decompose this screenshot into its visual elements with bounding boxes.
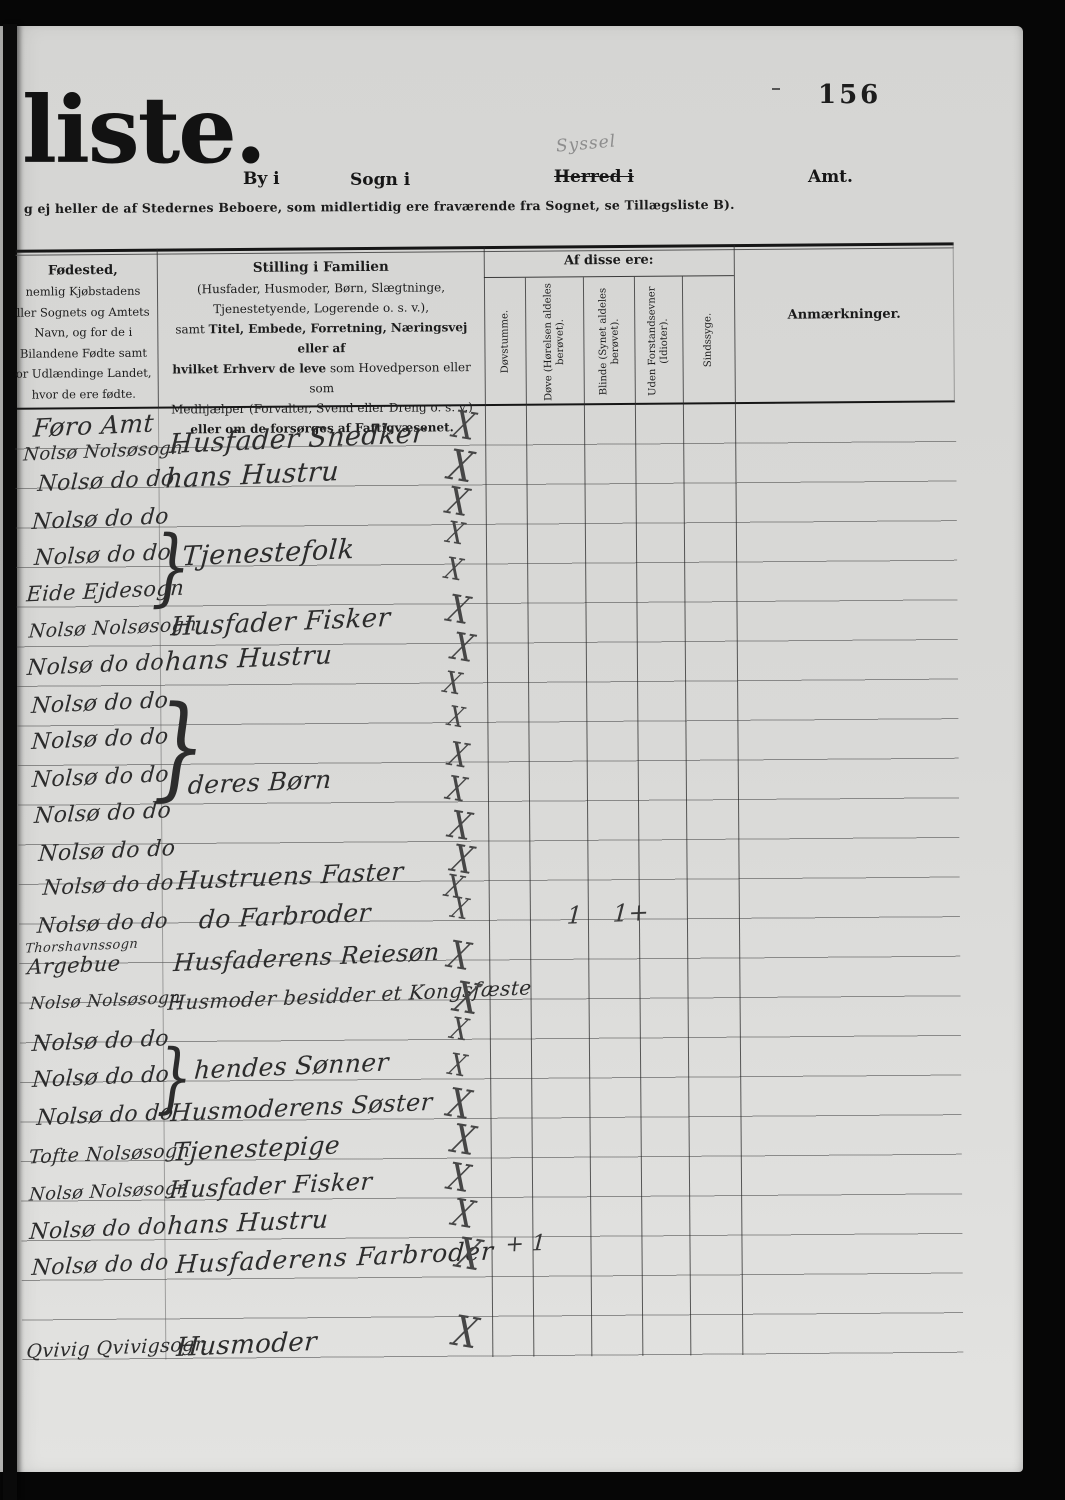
- header-without-reason: Uden Forstandsevner (Idioter).: [634, 276, 683, 404]
- header-birthplace: Fødested, nemlig Kjøbstadens ller Sognet…: [10, 263, 157, 405]
- header-without-reason-label: Uden Forstandsevner (Idioter).: [646, 285, 670, 396]
- header-birthplace-line: hvor de ere fødte.: [31, 386, 136, 402]
- binding-shadow: [3, 24, 17, 1500]
- header-birthplace-title: Fødested,: [47, 262, 118, 279]
- header-birthplace-line: ller Sognets og Amtets: [16, 304, 150, 320]
- header-group-af-disse-ere: Af disse ere:: [563, 252, 654, 269]
- header-deafmute: Døvstumme.: [484, 278, 526, 406]
- header-blind-label: Blinde (Synet aldeles berøvet).: [596, 287, 621, 395]
- header-position-text: som Hovedperson eller som: [309, 360, 471, 396]
- stray-mark: [772, 88, 780, 90]
- header-birthplace-line: Bilandene Fødte samt: [19, 345, 148, 361]
- field-sogn: Sogn i: [350, 170, 411, 190]
- header-deafmute-label: Døvstumme.: [498, 310, 511, 374]
- header-insane-label: Sindssyge.: [702, 313, 714, 368]
- table-right-edge: [952, 242, 955, 403]
- header-position-text-bold: hvilket Erhverv de leve: [172, 361, 327, 377]
- field-herred-struck: Herred i: [554, 167, 634, 187]
- header-deaf: Døve (Hørelsen aldeles berøvet).: [525, 277, 584, 405]
- header-birthplace-line: or Udlændinge Landet,: [15, 365, 152, 381]
- page-number: 156: [818, 80, 882, 110]
- header-position-line: samt Titel, Embede, Forretning, Næringsv…: [159, 317, 483, 360]
- deafmute-count-mark: + 1: [504, 1230, 547, 1258]
- header-blind: Blinde (Synet aldeles berøvet).: [583, 277, 635, 405]
- blind-count-mark: 1+: [612, 898, 650, 928]
- header-deaf-label: Døve (Hørelsen aldeles berøvet).: [542, 282, 566, 401]
- field-by: By i: [243, 169, 280, 189]
- header-position-line: (Husfader, Husmoder, Børn, Slægtninge,: [196, 280, 446, 297]
- header-birthplace-line: nemlig Kjøbstadens: [25, 283, 141, 299]
- header-position-text-bold: Titel, Embede, Forretning, Næringsvej el…: [208, 320, 468, 356]
- header-position-line: hvilket Erhverv de leve som Hovedperson …: [160, 357, 484, 400]
- header-position-line: Tjenestetyende, Logerende o. s. v.),: [213, 300, 430, 317]
- page-title-fragment: liste.: [22, 76, 267, 184]
- header-position-text: samt: [175, 322, 209, 337]
- header-birthplace-line: Navn, og for de i: [34, 324, 133, 340]
- field-amt: Amt.: [808, 167, 853, 187]
- header-position-title: Stilling i Familien: [252, 258, 389, 276]
- header-remarks: Anmærkninger.: [787, 306, 901, 323]
- deaf-count-mark: 1: [566, 900, 584, 930]
- entry-birthplace: Føro Amt: [32, 408, 155, 443]
- entry-position: deres Børn: [187, 764, 333, 800]
- entry-position: Husmoder: [175, 1326, 318, 1363]
- entry-birthplace-line2: Argebue: [26, 951, 122, 980]
- header-insane: Sindssyge.: [682, 276, 735, 404]
